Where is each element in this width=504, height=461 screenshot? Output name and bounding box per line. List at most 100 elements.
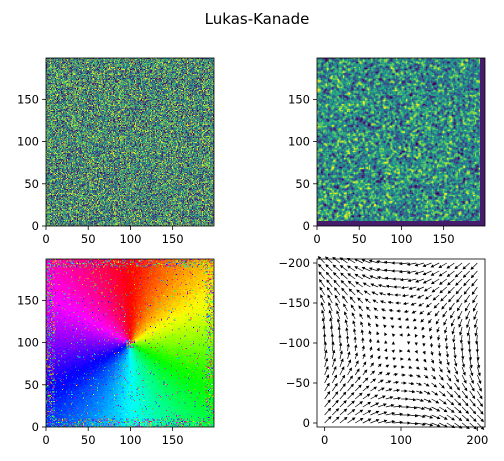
quiver-arrow-head — [456, 299, 460, 303]
quiver-arrow-head — [443, 409, 448, 413]
quiver-arrow-head — [413, 406, 418, 410]
quiver-arrow-head — [436, 408, 441, 412]
quiver-arrow-head — [343, 400, 347, 404]
quiver-arrow-head — [367, 410, 372, 414]
axes-frame — [316, 57, 486, 227]
quiver-arrow-head — [352, 328, 357, 332]
quiver-arrow-head — [364, 298, 369, 302]
quiver-arrow-head — [422, 343, 426, 347]
quiver-arrow-head — [479, 403, 483, 408]
quiver-arrow-head — [357, 297, 361, 301]
quiver-arrow-head — [430, 272, 435, 276]
quiver-arrow-head — [359, 417, 364, 422]
quiver-arrow-head — [332, 264, 337, 268]
noise-image-2-image — [317, 58, 485, 226]
quiver-arrow-head — [353, 336, 357, 340]
quiver-arrow-head — [409, 373, 414, 377]
quiver-arrow-head — [428, 319, 432, 324]
quiver-arrow-head — [376, 339, 380, 343]
quiver-arrow-head — [361, 274, 366, 278]
quiver-arrow-head — [424, 375, 429, 379]
quiver-arrow-head — [345, 335, 350, 339]
quiver-arrow-head — [412, 318, 417, 322]
quiver-arrow-head — [464, 307, 469, 312]
quiver-arrow-head — [402, 301, 407, 306]
quiver-arrow-head — [327, 294, 331, 299]
panel-4: 0 100 200 0 −50 −100 −150 −200 — [278, 256, 488, 447]
quiver-arrow-head — [373, 307, 378, 311]
quiver-arrow-head — [368, 322, 372, 327]
quiver-arrow-head — [403, 309, 408, 313]
quiver-arrow-head — [333, 366, 337, 370]
quiver-arrow-head — [349, 375, 353, 380]
quiver-arrow-head — [480, 410, 484, 415]
quiver-arrow-head — [455, 290, 460, 295]
quiver-arrow-head — [398, 261, 403, 266]
quiver-arrow-head — [363, 361, 367, 366]
figure-title: Lukas-Kanade — [205, 10, 310, 28]
quiver-arrow-head — [329, 325, 334, 329]
quiver-arrow-head — [395, 301, 399, 305]
quiver-arrow-head — [327, 399, 331, 404]
quiver-arrow-head — [383, 419, 388, 423]
quiver-arrow-head — [432, 297, 437, 301]
quiver-arrows — [317, 256, 485, 430]
quiver-arrow-head — [394, 373, 399, 377]
quiver-arrow-head — [449, 394, 454, 398]
quiver-arrow-head — [359, 401, 364, 405]
quiver-arrow-head — [386, 372, 391, 376]
quiver-arrow-head — [343, 303, 347, 308]
quiver-arrow-head — [431, 289, 436, 293]
quiver-arrow-head — [382, 395, 386, 399]
quiver-arrow-head — [407, 333, 411, 337]
quiver-arrow-head — [447, 290, 452, 294]
quiver-arrow-head — [321, 317, 326, 322]
quiver-arrow-head — [420, 398, 425, 402]
quiver-arrow-head — [332, 272, 337, 276]
y-tick-label: 50 — [24, 177, 39, 191]
quiver-arrow-head — [381, 308, 385, 312]
quiver-arrow-head — [458, 417, 463, 422]
quiver-arrow-head — [389, 396, 394, 400]
quiver-arrow-head — [428, 407, 433, 411]
quiver-arrow-head — [455, 378, 459, 383]
quiver-arrow-head — [320, 294, 324, 298]
quiver-arrow-head — [467, 341, 471, 345]
quiver-arrow-head — [433, 384, 438, 388]
quiver-arrow-head — [457, 394, 461, 399]
quiver-arrow-head — [424, 296, 429, 300]
quiver-arrow-head — [352, 320, 356, 324]
quiver-arrow-head — [376, 331, 380, 335]
quiver-arrow-head — [378, 363, 382, 367]
quiver-arrow-head — [375, 323, 379, 328]
quiver-arrow-head — [319, 278, 323, 283]
quiver-arrow-head — [334, 294, 338, 299]
quiver-arrow-head — [336, 310, 340, 314]
quiver-arrow-head — [350, 304, 354, 309]
quiver-arrow-head — [442, 393, 446, 397]
quiver-arrow-head — [466, 332, 470, 337]
quiver-arrow-head — [470, 266, 474, 270]
quiver-arrow-head — [438, 264, 443, 269]
quiver-arrow-head — [466, 324, 470, 329]
quiver-arrow-head — [322, 325, 326, 329]
quiver-arrow-head — [471, 395, 476, 400]
quiver-arrow-head — [414, 271, 419, 275]
quiver-arrow-head — [334, 287, 338, 291]
quiver-arrow-head — [351, 312, 355, 317]
quiver-arrow-head — [354, 273, 359, 277]
quiver-arrow-head — [337, 326, 341, 330]
noise-image-1-image — [46, 58, 214, 226]
quiver-arrow-head — [374, 394, 379, 398]
quiver-arrow-head — [385, 284, 390, 289]
quiver-arrow-head — [405, 397, 409, 401]
quiver-arrow-head — [355, 360, 359, 365]
quiver-arrow-head — [341, 374, 346, 379]
quiver-arrow-head — [473, 316, 477, 321]
quiver-arrow-head — [343, 408, 348, 412]
quiver-arrow-head — [347, 351, 351, 355]
quiver-arrow-head — [464, 387, 468, 392]
y-tick-label: −150 — [278, 296, 310, 310]
quiver-arrow-head — [321, 309, 325, 314]
quiver-arrow-head — [421, 326, 425, 331]
